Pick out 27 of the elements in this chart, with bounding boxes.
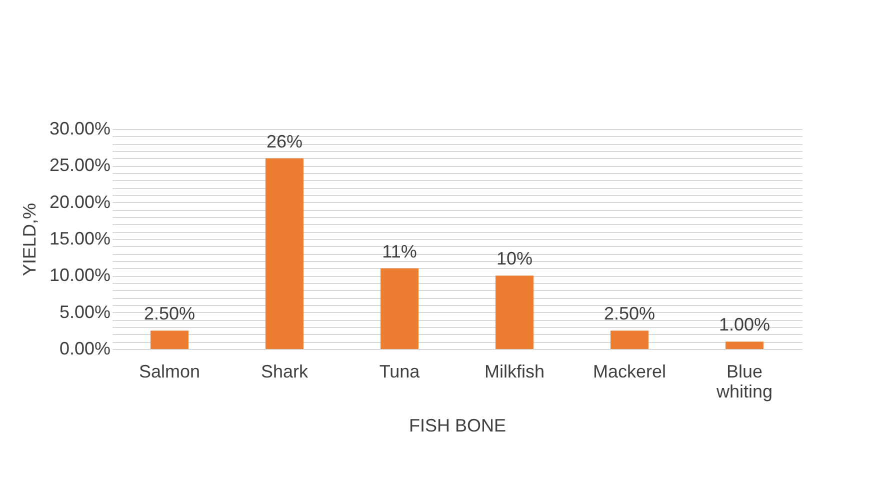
x-tick-label: Mackerel <box>592 362 666 382</box>
y-axis-title: YIELD,% <box>19 202 40 276</box>
x-tick-label: Tuna <box>379 362 421 382</box>
data-label: 1.00% <box>718 314 770 335</box>
bar <box>610 330 648 349</box>
data-label: 2.50% <box>144 304 196 324</box>
y-tick-label: 5.00% <box>59 302 110 322</box>
data-label: 11% <box>382 241 417 262</box>
x-tick-label: Shark <box>260 362 310 382</box>
bar <box>266 158 304 349</box>
y-tick-label: 10.00% <box>49 265 110 286</box>
bar <box>150 330 188 349</box>
bar <box>380 268 418 349</box>
x-axis-title: FISH BONE <box>408 416 506 436</box>
y-tick-label: 30.00% <box>49 118 110 138</box>
x-tick-label: Salmon <box>138 362 200 382</box>
data-label: 2.50% <box>604 304 656 324</box>
y-tick-label: 25.00% <box>49 155 110 176</box>
data-label: 26% <box>266 131 303 152</box>
y-tick-label: 20.00% <box>49 192 110 212</box>
x-tick-label: Blue whiting <box>715 362 773 402</box>
y-tick-label: 0.00% <box>59 338 110 358</box>
y-tick-label: 15.00% <box>49 228 110 248</box>
x-tick-label: Milkfish <box>484 362 545 382</box>
data-label: 10% <box>496 248 533 269</box>
bar <box>496 276 534 349</box>
bar <box>726 342 764 349</box>
